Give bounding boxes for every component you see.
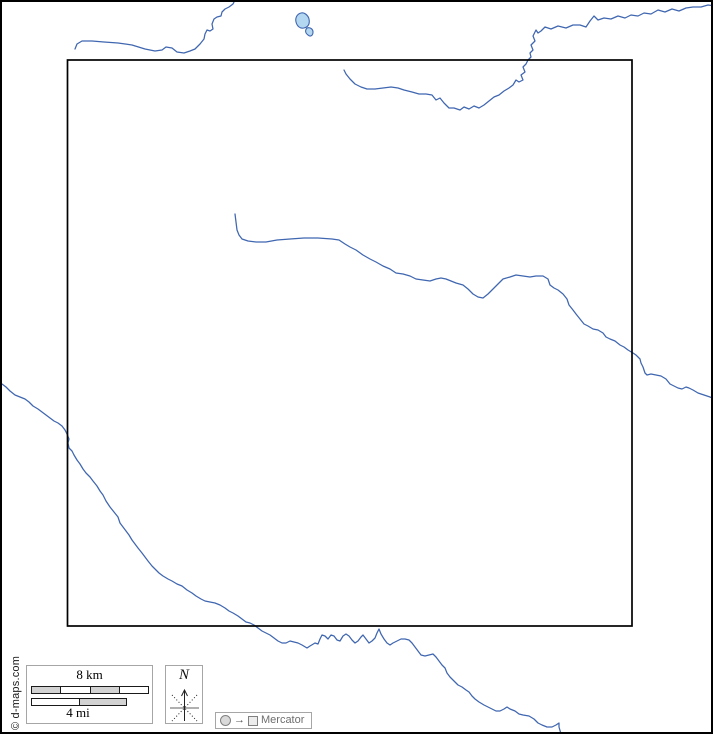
projection-box: → Mercator xyxy=(215,712,312,729)
projection-label: Mercator xyxy=(261,714,305,726)
lake xyxy=(295,12,314,37)
scale-km-segment xyxy=(89,687,119,693)
river-west-south xyxy=(2,383,562,732)
scale-km-label: 8 km xyxy=(76,667,103,682)
scale-mi-label: 4 mi xyxy=(66,705,90,720)
scale-km-bar xyxy=(31,686,149,694)
map-frame-rect xyxy=(66,59,633,627)
compass-box: N xyxy=(165,665,203,724)
scale-mi-bar xyxy=(31,698,127,706)
scale-bar-box: 8 km 4 mi xyxy=(26,665,153,724)
river-north-east xyxy=(343,4,711,111)
projection-arrow-icon: → xyxy=(234,714,245,726)
projected-square-icon xyxy=(248,715,258,726)
compass-star-icon xyxy=(170,688,199,722)
scale-km-segment xyxy=(60,687,90,693)
compass-north-label: N xyxy=(178,667,189,683)
river-central xyxy=(234,213,711,399)
globe-circle-icon xyxy=(220,715,231,726)
scale-mi-segment xyxy=(78,699,126,705)
scale-km-segment xyxy=(118,687,148,693)
scale-mi-segment xyxy=(32,699,79,705)
copyright-attribution: © d-maps.com xyxy=(10,655,22,730)
river-north-west xyxy=(74,2,235,54)
scale-km-segment xyxy=(32,687,61,693)
